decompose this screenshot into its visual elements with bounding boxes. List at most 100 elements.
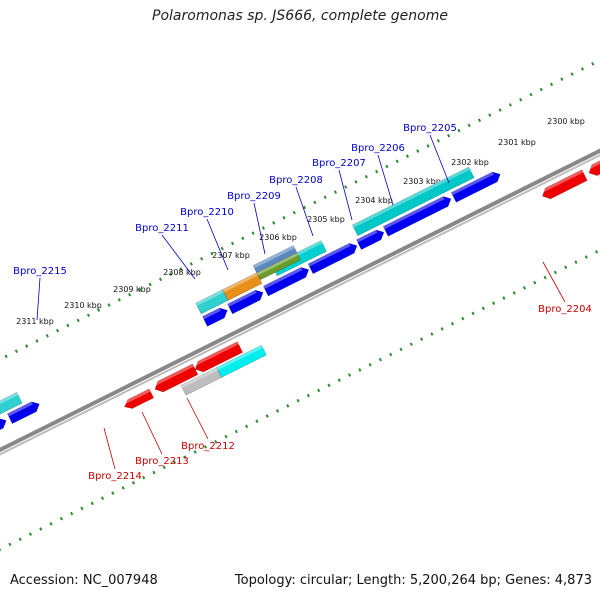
ruler-dot	[347, 373, 352, 377]
kbp-tick-label: 2310 kbp	[64, 301, 102, 310]
ruler-dot	[183, 455, 187, 459]
ruler-dot	[296, 398, 300, 403]
ruler-dot	[210, 251, 214, 256]
kbp-tick-label: 2300 kbp	[547, 117, 585, 126]
ruler-dot	[131, 481, 135, 485]
ruler-dot	[121, 486, 125, 490]
kbp-tick-label: 2305 kbp	[307, 215, 345, 224]
cds-bpro-2212-upper	[194, 341, 244, 373]
gene-leader-line	[338, 169, 353, 221]
kbp-tick-label: 2307 kbp	[212, 251, 250, 260]
ruler-dot	[86, 313, 91, 318]
ruler-dot	[405, 154, 410, 158]
gene-label-forward: Bpro_2209	[227, 191, 281, 202]
ruler-dot	[467, 123, 471, 128]
ruler-dot	[45, 333, 49, 338]
ruler-dot	[162, 465, 166, 470]
ruler-dot	[179, 267, 183, 271]
cds-forward-arrow	[382, 196, 452, 237]
ruler-dot	[492, 301, 496, 305]
ruler-dot	[323, 195, 327, 200]
cds-bpro-2208	[256, 252, 301, 281]
ruler-dot	[117, 298, 121, 302]
cds-bpro-2215	[0, 391, 23, 415]
ruler-dot	[35, 339, 39, 343]
ruler-dot	[539, 87, 543, 92]
cds-bpro-2212	[216, 344, 267, 378]
ruler-dot	[416, 149, 420, 153]
ruler-dot	[224, 434, 228, 439]
kbp-tick-label: 2301 kbp	[498, 138, 536, 147]
ruler-dot	[457, 128, 461, 133]
cds-forward-arrow	[307, 243, 358, 275]
gene-label-reverse: Bpro_2212	[181, 441, 235, 452]
ruler-dot	[337, 378, 341, 382]
cds-forward-arrow	[202, 307, 228, 327]
ruler-dot	[292, 210, 296, 215]
cds-forward-arrow-highlight	[263, 267, 303, 289]
ruler-dot	[234, 429, 238, 434]
ruler-dot	[70, 511, 74, 516]
kbp-tick-label: 2304 kbp	[355, 196, 393, 205]
ruler-dot	[508, 103, 512, 107]
cds-forward-arrow	[356, 229, 385, 251]
ruler-dot	[344, 185, 348, 189]
cds-bpro-2205-2206	[351, 166, 475, 237]
gene-leader-line	[141, 411, 163, 455]
ruler-dot	[4, 354, 8, 359]
cds-forward-arrow-highlight	[227, 290, 257, 307]
cds-bpro-2214-highlight	[122, 388, 151, 405]
gene-leader-line	[206, 218, 229, 271]
ruler-dot	[522, 286, 527, 290]
gene-label-reverse: Bpro_2213	[135, 456, 189, 467]
ruler-dot	[100, 496, 105, 500]
gene-label-forward: Bpro_2207	[312, 158, 366, 169]
ruler-dot	[481, 306, 485, 311]
ruler-dot	[378, 357, 382, 362]
cds-bpro-2209-highlight	[253, 245, 295, 269]
ruler-dot	[59, 516, 63, 521]
ruler-dot	[574, 260, 578, 264]
ruler-dot	[275, 409, 280, 413]
ruler-dot	[368, 362, 372, 367]
ruler-dot	[570, 72, 574, 76]
ruler-dot	[261, 226, 265, 230]
gene-leader-line	[429, 134, 450, 184]
accession-label: Accession: NC_007948	[10, 573, 158, 588]
ruler-dot	[138, 287, 142, 292]
ruler-dot	[76, 318, 80, 323]
ruler-dot	[193, 450, 197, 454]
ruler-dot	[245, 424, 249, 429]
gene-label-reverse: Bpro_2214	[88, 471, 142, 482]
ruler-dot	[255, 419, 259, 424]
cds-forward-arrow-highlight	[202, 308, 221, 320]
ruler-dot	[39, 527, 43, 531]
ruler-dot	[200, 257, 204, 261]
gene-leader-line	[253, 202, 266, 255]
ruler-dot	[553, 270, 557, 275]
ruler-dot	[128, 292, 132, 297]
ruler-dot	[203, 445, 208, 449]
gene-label-forward: Bpro_2206	[351, 143, 405, 154]
ruler-dot	[354, 180, 358, 184]
gene-leader-line	[295, 186, 314, 237]
ruler-dot	[564, 265, 568, 270]
gene-label-reverse: Bpro_2204	[538, 304, 592, 315]
ruler-dot	[399, 347, 403, 352]
gene-leader-line	[377, 154, 394, 206]
gene-leader-line	[36, 277, 41, 321]
ruler-dot	[364, 174, 368, 179]
gene-label-forward: Bpro_2208	[269, 175, 323, 186]
ruler-dot	[519, 97, 523, 102]
ruler-dot	[385, 164, 389, 169]
cds-bpro-2204-highlight	[539, 169, 584, 194]
cds-reverse-red	[588, 160, 600, 176]
ruler-dot	[594, 250, 599, 254]
cds-forward-arrow-highlight	[7, 401, 33, 417]
ruler-dot	[440, 327, 444, 331]
kbp-tick-label: 2311 kbp	[16, 317, 54, 326]
ruler-dot	[251, 231, 255, 235]
ruler-dot	[111, 491, 115, 495]
ruler-dot	[550, 82, 554, 87]
ruler-dot	[189, 262, 193, 266]
